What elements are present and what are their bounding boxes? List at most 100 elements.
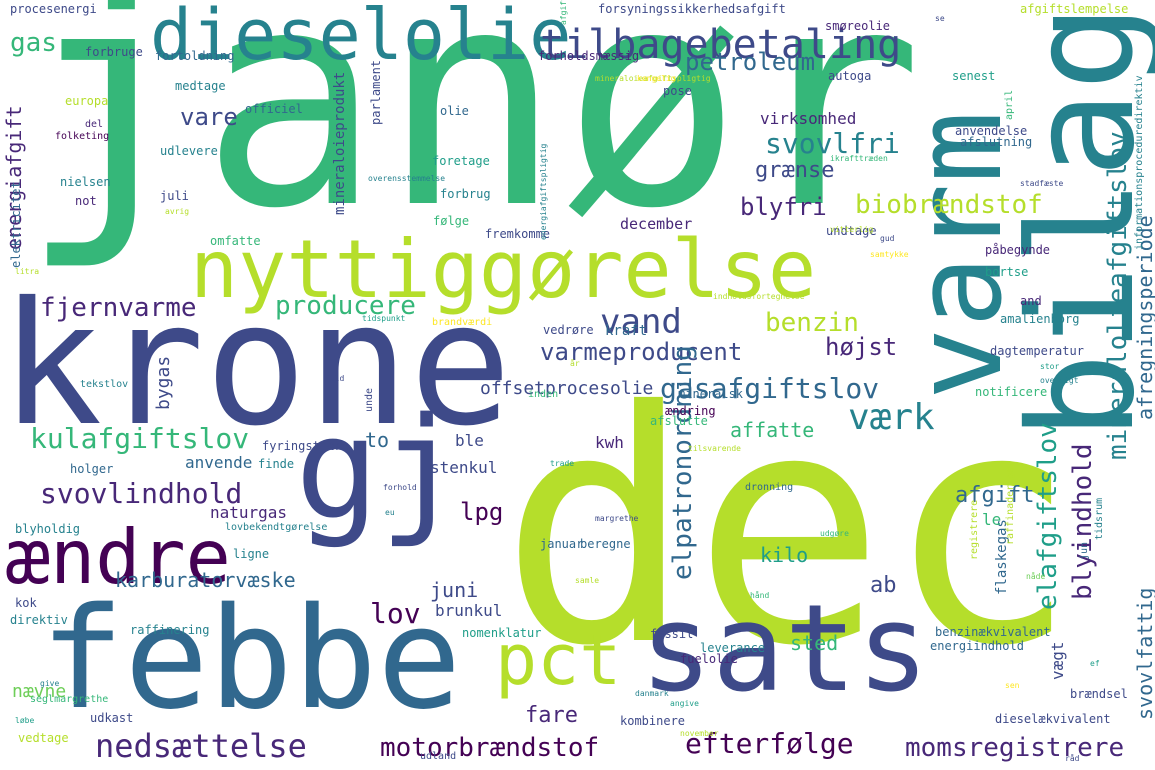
cloud-word: hånd <box>750 591 770 600</box>
cloud-word: forhold <box>383 483 417 492</box>
cloud-word: kwh <box>595 433 624 452</box>
cloud-word: værk <box>848 397 935 438</box>
cloud-word: eu <box>385 508 395 517</box>
cloud-word: omfatte <box>210 234 261 248</box>
cloud-word: vitterlig <box>830 225 874 234</box>
cloud-word: finde <box>258 457 295 471</box>
cloud-word: del <box>85 119 104 130</box>
cloud-word: gud <box>880 234 895 243</box>
cloud-word: råd <box>1065 754 1080 763</box>
cloud-word: give <box>40 679 60 688</box>
cloud-word: lov <box>370 597 421 630</box>
cloud-word: varmeproducent <box>540 338 743 366</box>
cloud-word: elafgiftslov <box>1033 422 1063 610</box>
cloud-word: overensstemmelse <box>368 174 446 183</box>
cloud-word: højst <box>825 333 898 361</box>
cloud-word: le <box>982 510 1002 529</box>
cloud-word: forbrug <box>440 187 491 201</box>
cloud-word: lovbekendtgørelse <box>225 522 328 533</box>
cloud-word: virksomhed <box>760 109 857 128</box>
cloud-word: benzinækvivalent <box>935 625 1051 639</box>
cloud-word: kraft <box>605 323 648 339</box>
cloud-word: ligne <box>233 547 270 561</box>
cloud-word: vedrøre <box>543 323 594 337</box>
cloud-word: juli <box>160 189 189 203</box>
cloud-word: fortoldning <box>155 49 235 63</box>
cloud-word: and <box>1020 294 1042 308</box>
cloud-word: petroleum <box>685 48 816 76</box>
cloud-word: autoga <box>828 69 872 83</box>
cloud-word: inden <box>528 389 559 400</box>
cloud-word: notificere <box>975 385 1048 399</box>
cloud-word: holger <box>70 462 114 476</box>
cloud-word: ef <box>1090 659 1100 668</box>
cloud-word: nielsen <box>60 175 111 189</box>
cloud-word: registrere <box>969 499 980 560</box>
cloud-word: grænse <box>755 158 835 183</box>
cloud-word: vare <box>180 103 238 131</box>
cloud-word: stor <box>1040 362 1060 371</box>
cloud-word: kombinere <box>620 714 686 728</box>
cloud-word: karburatorvæske <box>115 568 296 592</box>
cloud-word: samtykke <box>870 250 909 259</box>
cloud-word: pct <box>495 619 622 701</box>
cloud-word: samle <box>575 576 600 585</box>
cloud-word: elpatronordning <box>668 345 698 580</box>
cloud-word: bygas <box>153 355 174 410</box>
cloud-word: fossil <box>650 627 694 641</box>
cloud-word: forholdsmæssig <box>538 49 640 63</box>
cloud-word: parlament <box>369 59 383 125</box>
cloud-word: dagtemperatur <box>990 344 1084 358</box>
cloud-word: naturgas <box>210 503 288 522</box>
cloud-word: afslutte <box>650 414 708 428</box>
cloud-word: svovlindhold <box>40 477 243 510</box>
cloud-word: anvendelse <box>955 124 1028 138</box>
cloud-word: benzin <box>765 308 859 338</box>
cloud-word: momsregistrere <box>905 733 1125 763</box>
cloud-word: margrethe <box>595 514 639 523</box>
cloud-word: sen <box>1005 681 1020 690</box>
cloud-word: nåde <box>1026 572 1046 581</box>
cloud-word: energiindhold <box>930 639 1024 653</box>
cloud-word: raffinaderiga <box>1005 466 1016 545</box>
cloud-word: vægt <box>1048 641 1067 680</box>
cloud-word: smøreolie <box>825 19 891 33</box>
cloud-word: mineraloieafgiftspligtig <box>595 74 711 83</box>
cloud-word: lpg <box>460 498 504 526</box>
cloud-word: nedsættelse <box>95 727 307 765</box>
cloud-word: informationsprocedure­direktiv <box>1134 75 1145 250</box>
cloud-word: udlevere <box>160 144 218 158</box>
cloud-word: brunkul <box>435 601 503 620</box>
cloud-word: efterfølge <box>685 727 854 760</box>
cloud-word: ikrafttræden <box>830 154 888 163</box>
cloud-word: foretage <box>432 154 490 168</box>
cloud-word: anvende <box>185 453 253 472</box>
cloud-word: kongelig <box>637 74 676 83</box>
cloud-word: udland <box>420 751 457 762</box>
cloud-word: fjernvarme <box>40 293 197 323</box>
cloud-word: dieselækvivalent <box>995 712 1111 726</box>
cloud-word: pose <box>663 84 692 98</box>
cloud-word: oversigt <box>1040 376 1079 385</box>
cloud-word: seglmargrethe <box>30 694 109 705</box>
cloud-word: beregne <box>580 537 631 551</box>
cloud-word: fuelolie <box>680 652 738 666</box>
cloud-word: elektricitet <box>9 181 23 268</box>
cloud-word: jun <box>1079 541 1090 560</box>
cloud-word: blyholdig <box>15 522 81 536</box>
cloud-word: krone <box>0 266 512 464</box>
cloud-word: direktiv <box>10 613 68 627</box>
cloud-word: indholdsfortegnelse <box>713 292 805 301</box>
cloud-word: år <box>570 359 580 368</box>
cloud-word: febbe <box>40 578 462 741</box>
cloud-word: afslutning <box>960 135 1033 149</box>
cloud-word: dronning <box>745 482 794 493</box>
cloud-word: vand <box>600 302 682 342</box>
cloud-word: olie <box>440 104 469 118</box>
cloud-word: afgiftslempelse <box>1020 2 1129 16</box>
cloud-word: dec <box>500 344 1078 716</box>
cloud-word: litra <box>15 267 40 276</box>
cloud-word: løbe <box>15 716 35 725</box>
cloud-word: motorbrændstof <box>380 733 600 763</box>
